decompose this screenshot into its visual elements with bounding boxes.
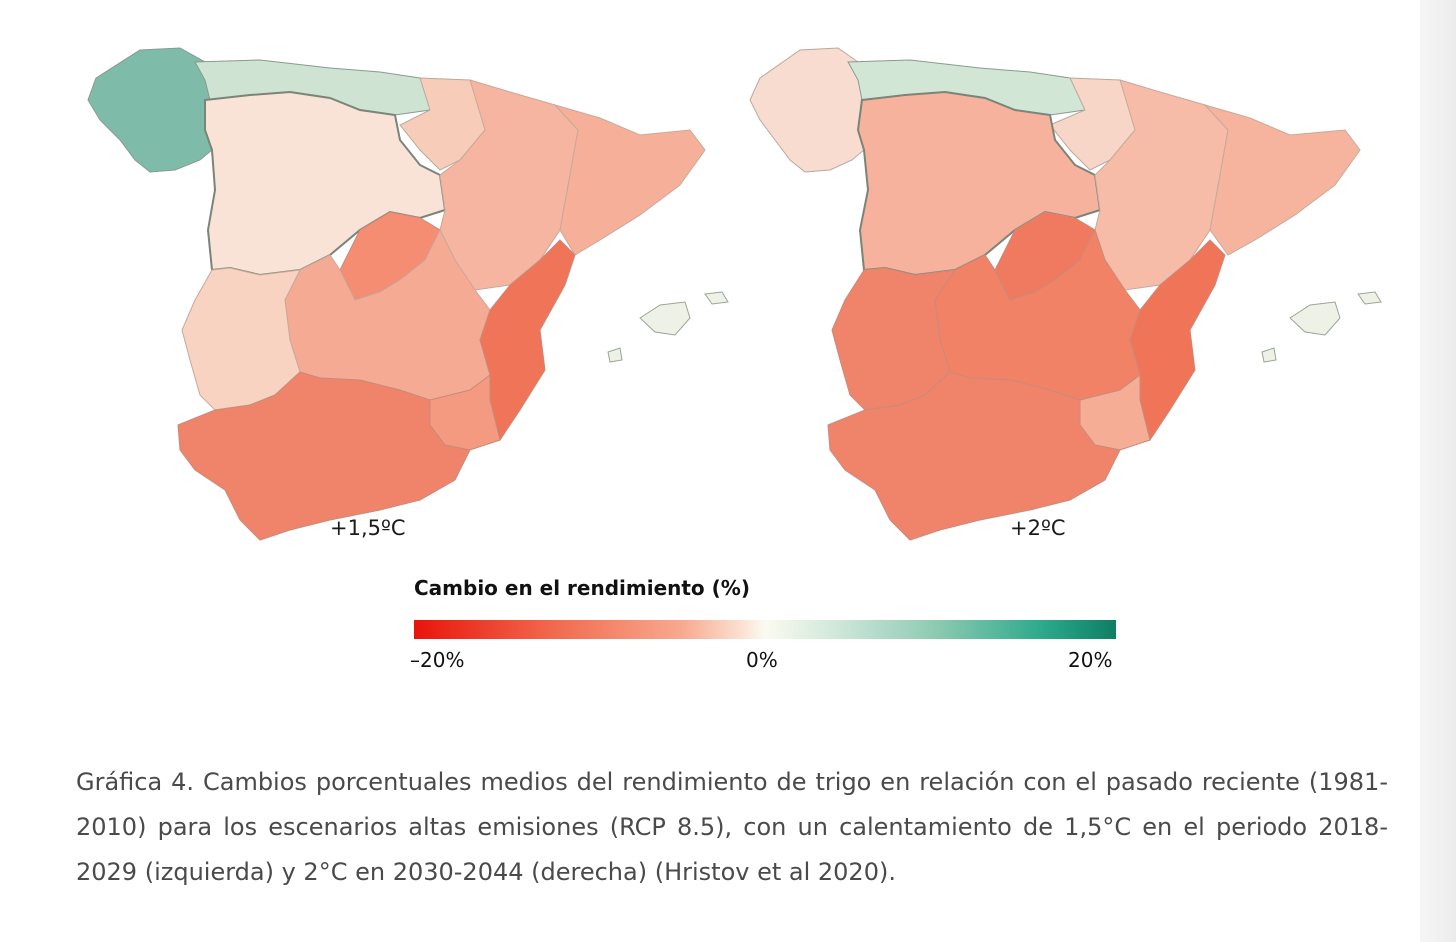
region-valencia-left xyxy=(479,239,576,442)
legend-title: Cambio en el rendimiento (%) xyxy=(414,576,750,600)
region-baleares-right xyxy=(1289,301,1341,336)
region-menorca-left xyxy=(704,291,729,305)
page-gutter xyxy=(1420,0,1456,942)
region-menorca-right xyxy=(1357,291,1382,305)
legend-min-label: –20% xyxy=(410,648,465,672)
legend-mid-label: 0% xyxy=(746,648,778,672)
region-cataluna-left xyxy=(553,104,706,256)
region-cataluna-right xyxy=(1203,104,1361,256)
scenario-label-left: +1,5ºC xyxy=(330,516,406,540)
region-baleares-left xyxy=(639,301,691,336)
figure-caption: Gráfica 4. Cambios porcentuales medios d… xyxy=(76,768,1388,886)
region-galicia-left xyxy=(87,47,213,173)
region-galicia-right xyxy=(749,47,865,173)
region-ibiza-right xyxy=(1261,347,1277,363)
legend-max-label: 20% xyxy=(1068,648,1113,672)
map-right-2c xyxy=(749,47,1382,541)
region-andalucia-right xyxy=(827,371,1121,541)
region-andalucia-left xyxy=(177,371,471,541)
scenario-label-right: +2ºC xyxy=(1010,516,1066,540)
legend-color-bar xyxy=(414,620,1116,639)
region-ibiza-left xyxy=(607,347,623,363)
region-valencia-right xyxy=(1129,239,1226,442)
figure-page: +1,5ºC +2ºC Cambio en el rendimiento (%)… xyxy=(76,47,1388,886)
maps-area xyxy=(87,47,1382,541)
map-left-1-5c xyxy=(87,47,729,541)
